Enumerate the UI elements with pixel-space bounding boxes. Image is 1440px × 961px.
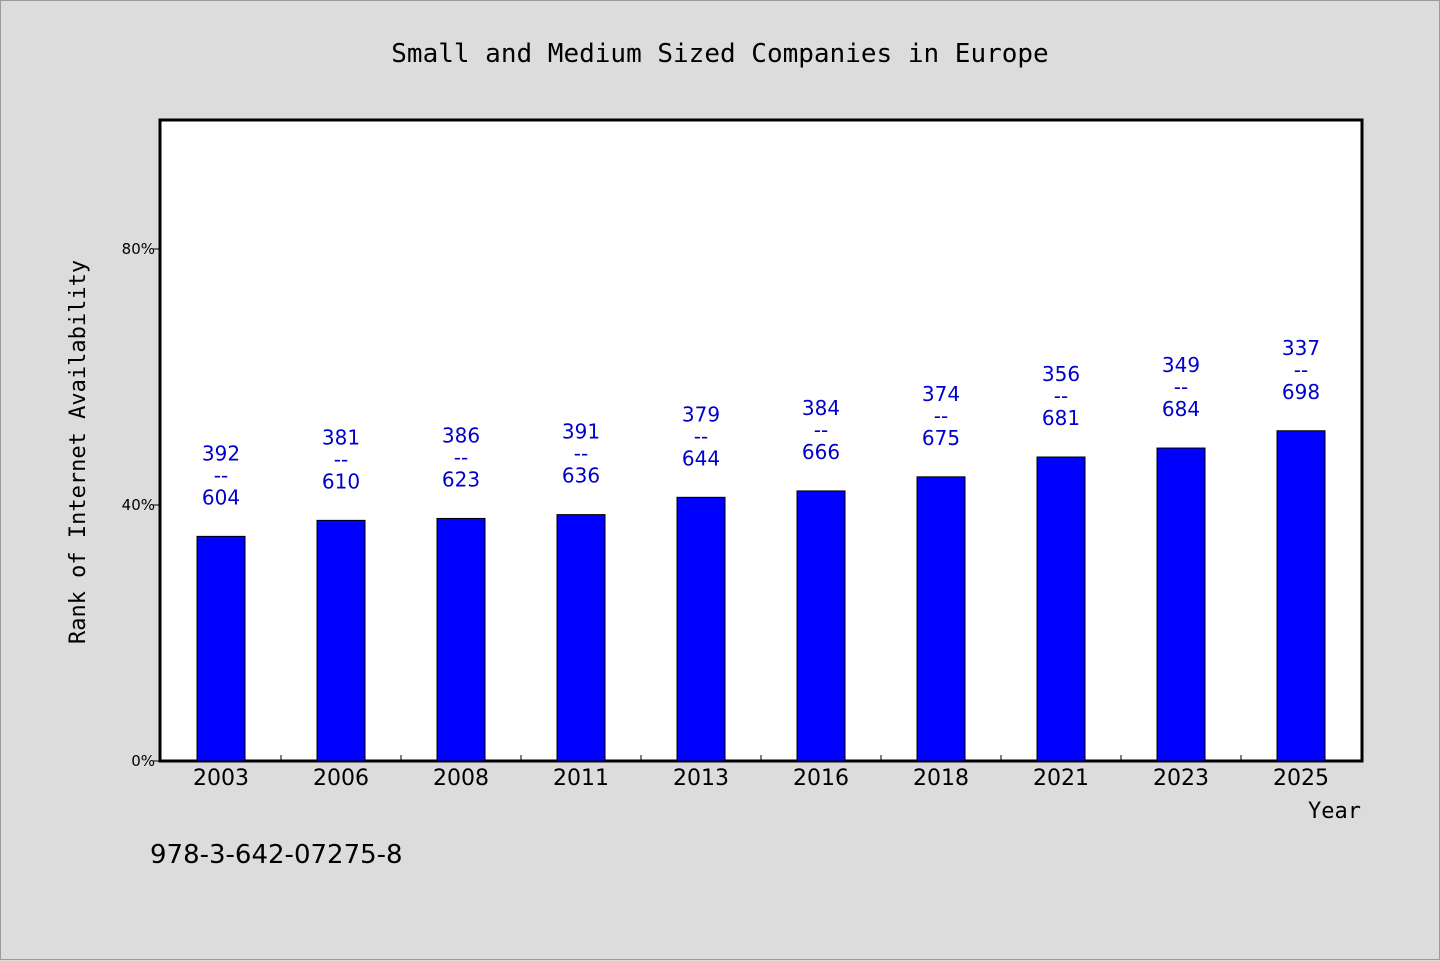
data-labels-group: 392--604381--610386--623391--636379--644… [202,336,1320,510]
bar-2008 [436,517,486,762]
bar-2011 [556,514,606,762]
data-label-bottom-2006: 610 [322,469,360,493]
data-label-sep-2006: -- [334,447,348,471]
data-label-bottom-2003: 604 [202,485,240,509]
y-tick-label: 80% [122,240,155,258]
bar-2013 [676,496,726,762]
data-label-top-2013: 379 [682,402,720,426]
data-label-bottom-2025: 698 [1282,380,1320,404]
y-axis-label: Rank of Internet Availability [66,260,91,644]
data-label-top-2008: 386 [442,423,480,447]
x-axis: 2003 2006 2008 2011 2013 2016 2018 2021 2023 2025 [193,755,1329,791]
data-label-bottom-2011: 636 [562,464,600,488]
data-label-top-2011: 391 [562,420,600,444]
x-tick-label-2008: 2008 [433,766,489,791]
chart-title: Small and Medium Sized Companies in Euro… [391,39,1048,69]
data-label-bottom-2021: 681 [1042,406,1080,430]
y-tick-label: 0% [131,752,155,770]
data-label-top-2003: 392 [202,441,240,465]
bar-2003 [196,535,246,762]
data-label-sep-2008: -- [454,445,468,469]
x-tick-label-2003: 2003 [193,766,249,791]
data-label-sep-2018: -- [934,404,948,428]
data-label-top-2018: 374 [922,382,960,406]
data-label-bottom-2013: 644 [682,446,720,470]
footnote: 978-3-642-07275-8 [150,840,403,870]
x-tick-label-2011: 2011 [553,766,609,791]
data-label-sep-2013: -- [694,424,708,448]
data-label-bottom-2016: 666 [802,440,840,464]
data-label-sep-2023: -- [1174,375,1188,399]
data-label-top-2023: 349 [1162,353,1200,377]
data-label-sep-2003: -- [214,463,228,487]
bar-2023 [1156,447,1206,762]
data-label-top-2006: 381 [322,425,360,449]
x-tick-label-2023: 2023 [1153,766,1209,791]
bar-2021 [1036,456,1086,762]
x-tick-label-2021: 2021 [1033,766,1089,791]
x-tick-label-2013: 2013 [673,766,729,791]
data-label-sep-2011: -- [574,442,588,466]
data-label-bottom-2023: 684 [1162,397,1200,421]
bar-2018 [916,476,966,762]
data-label-bottom-2008: 623 [442,467,480,491]
data-label-bottom-2018: 675 [922,426,960,450]
bar-2006 [316,519,366,762]
data-label-sep-2021: -- [1054,384,1068,408]
x-tick-label-2006: 2006 [313,766,369,791]
x-tick-label-2018: 2018 [913,766,969,791]
bars-group [196,430,1326,762]
bar-2025 [1276,430,1326,762]
bar-2016 [796,490,846,762]
data-label-top-2021: 356 [1042,362,1080,386]
x-tick-label-2025: 2025 [1273,766,1329,791]
data-label-top-2025: 337 [1282,336,1320,360]
data-label-sep-2016: -- [814,418,828,442]
data-label-top-2016: 384 [802,396,840,420]
x-axis-label: Year [1308,799,1361,824]
y-axis: 0% 40% 80% [122,240,161,770]
x-tick-label-2016: 2016 [793,766,849,791]
data-label-sep-2025: -- [1294,358,1308,382]
y-tick-label: 40% [122,496,155,514]
